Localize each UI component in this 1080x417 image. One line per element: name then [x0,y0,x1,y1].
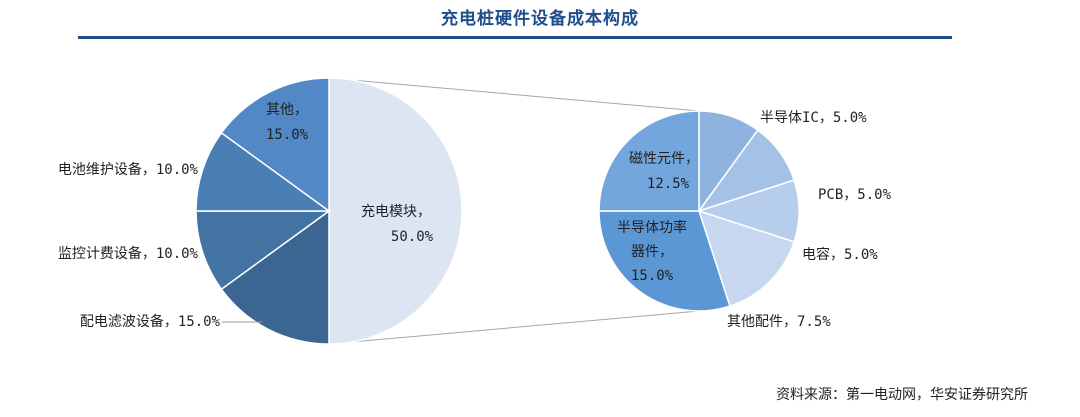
main-pie-slice-0 [328,77,463,345]
label-power-semiconductor-line2: 器件， [631,244,673,260]
label-monitoring-billing: 监控计费设备，10.0% [58,245,199,262]
label-battery-maintenance: 电池维护设备，10.0% [58,161,199,178]
label-power-semiconductor-line1: 半导体功率 [617,219,687,236]
source-note: 资料来源：第一电动网，华安证券研究所 [776,387,1028,403]
breakdown-pie-slice-5 [598,110,700,212]
label-pcb: PCB，5.0% [818,187,892,203]
label-power-semiconductor-value: 15.0% [631,268,674,284]
connector-line-0 [328,77,700,112]
breakdown-pie-slice-4 [598,210,731,312]
label-others-value: 15.0% [266,127,309,143]
main-pie-slice-4 [220,77,330,213]
connector-line-1 [328,310,700,345]
main-pie-slice-1 [220,209,330,345]
label-magnetic-name: 磁性元件， [629,151,699,167]
label-magnetic-value: 12.5% [647,176,690,192]
connector-lines [328,77,700,345]
label-charging-module-name: 充电模块， [361,204,431,220]
main-pie-slice-3 [195,131,332,212]
label-other-parts: 其他配件，7.5% [727,314,831,330]
main-pie-slice-2 [195,210,332,291]
label-others-name: 其他， [266,102,308,118]
chart-title: 充电桩硬件设备成本构成 [441,9,639,29]
label-semiconductor-ic: 半导体IC，5.0% [760,110,867,126]
label-distribution-filter: 配电滤波设备，15.0% [80,313,221,330]
label-capacitor: 电容，5.0% [802,246,878,263]
main-pie [195,77,463,345]
title-underline [78,36,952,39]
breakdown-pie [598,110,800,312]
label-charging-module-value: 50.0% [391,229,434,245]
